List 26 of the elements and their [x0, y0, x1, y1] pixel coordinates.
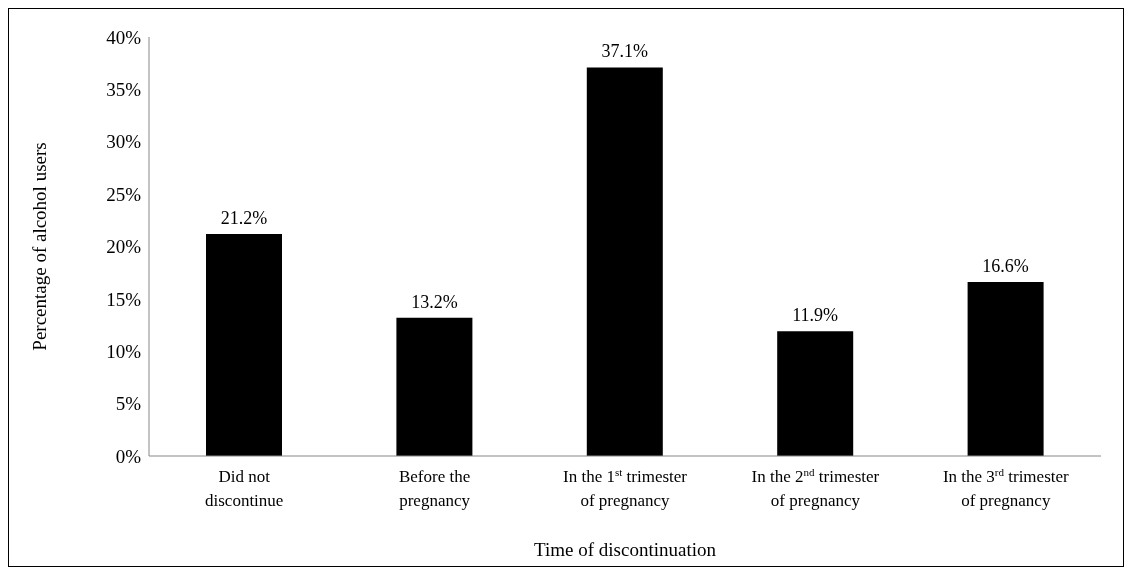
x-tick-label: Before the pregnancy — [398, 467, 471, 510]
y-tick-label: 40% — [106, 26, 142, 48]
x-tick-label: Did not discontinue — [205, 467, 284, 510]
y-tick-label: 10% — [106, 340, 142, 362]
x-axis-title: Time of discontinuation — [534, 539, 717, 560]
y-tick-label: 15% — [106, 288, 142, 310]
bar — [206, 233, 282, 456]
bar — [396, 317, 473, 456]
y-tick-label: 25% — [106, 183, 142, 205]
y-axis-title: Percentage of alcohol users — [28, 142, 50, 351]
bar — [967, 282, 1044, 456]
data-label: 11.9% — [792, 305, 839, 326]
x-tick-label: In the 1$^{st}$ trimester of pregnancy — [563, 466, 688, 510]
x-tick-label: In the 2$^{nd}$ trimester of pregnancy — [751, 466, 880, 510]
bar — [586, 67, 663, 456]
data-label: 37.1% — [601, 41, 649, 62]
y-tick-label: 35% — [106, 79, 142, 101]
x-tick-label: In the 3$^{rd}$ trimester of pregnancy — [942, 466, 1070, 510]
y-tick-label: 5% — [115, 393, 142, 415]
y-tick-label: 30% — [106, 131, 142, 153]
bar — [777, 331, 854, 456]
data-label: 13.2% — [411, 291, 458, 312]
data-label: 16.6% — [982, 256, 1029, 277]
y-tick-label: 20% — [106, 236, 142, 258]
y-tick-label: 0% — [115, 445, 142, 467]
data-label: 21.2% — [220, 207, 268, 228]
